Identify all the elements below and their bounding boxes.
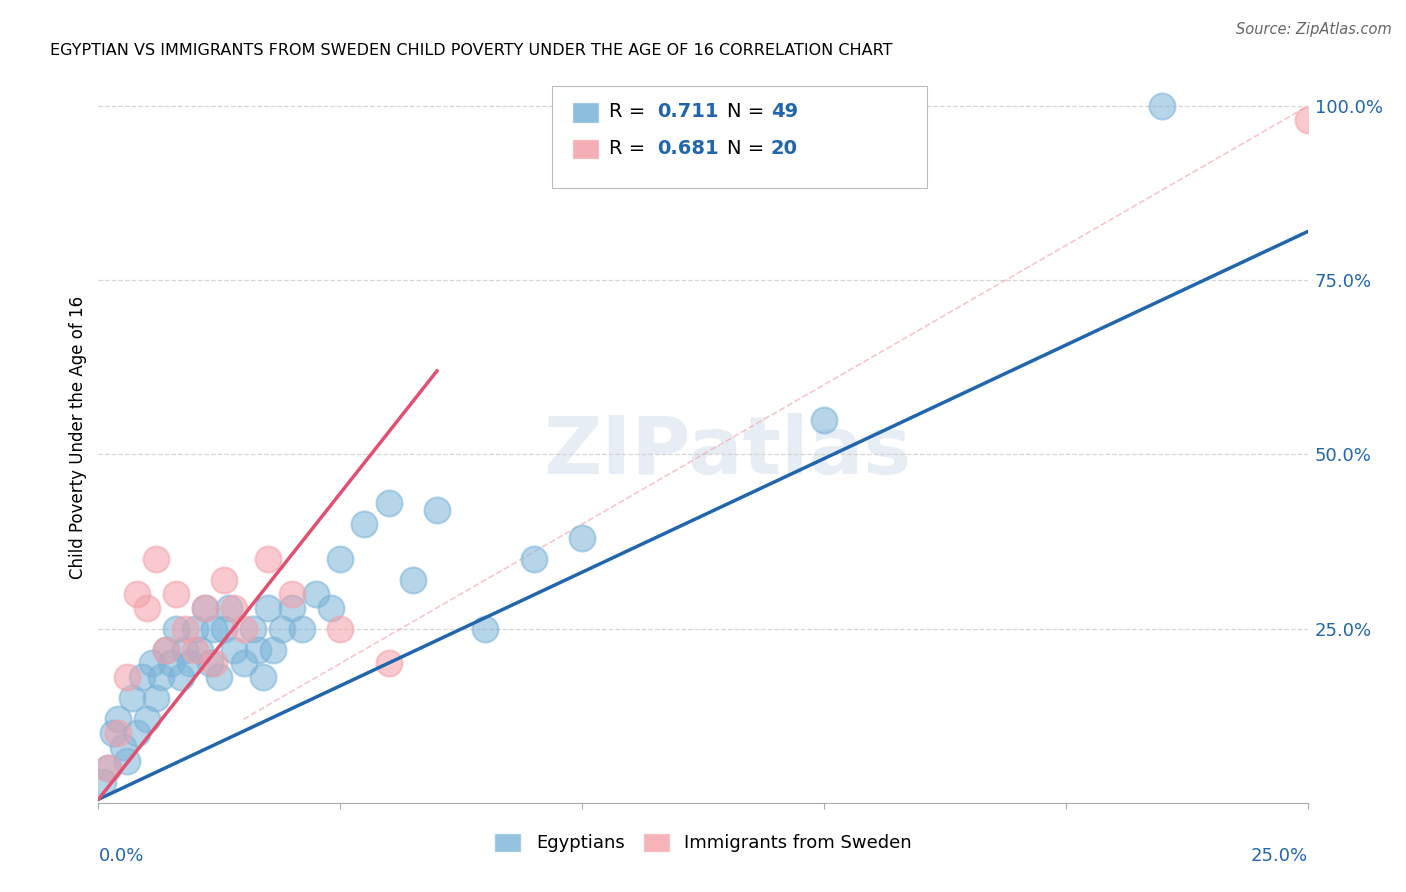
Point	[813, 412, 835, 426]
Point	[174, 622, 197, 636]
Text: Source: ZipAtlas.com: Source: ZipAtlas.com	[1236, 22, 1392, 37]
Point	[353, 517, 375, 532]
FancyBboxPatch shape	[572, 102, 599, 122]
Point	[290, 622, 312, 636]
Legend: Egyptians, Immigrants from Sweden: Egyptians, Immigrants from Sweden	[486, 826, 920, 860]
Point	[329, 552, 352, 566]
Point	[198, 657, 221, 671]
Point	[117, 670, 139, 684]
Point	[127, 587, 149, 601]
Point	[256, 600, 278, 615]
Text: EGYPTIAN VS IMMIGRANTS FROM SWEDEN CHILD POVERTY UNDER THE AGE OF 16 CORRELATION: EGYPTIAN VS IMMIGRANTS FROM SWEDEN CHILD…	[51, 43, 893, 58]
Text: R =: R =	[609, 102, 651, 121]
Point	[377, 657, 399, 671]
Point	[184, 622, 207, 636]
Point	[145, 552, 167, 566]
Point	[101, 726, 124, 740]
Point	[145, 691, 167, 706]
Point	[150, 670, 173, 684]
Point	[329, 622, 352, 636]
Point	[262, 642, 284, 657]
Point	[271, 622, 294, 636]
Point	[212, 622, 235, 636]
Point	[232, 622, 254, 636]
Point	[97, 761, 120, 775]
Point	[165, 587, 187, 601]
Text: N =: N =	[727, 138, 770, 158]
Point	[1296, 113, 1319, 128]
Text: N =: N =	[727, 102, 770, 121]
Point	[188, 642, 211, 657]
Point	[523, 552, 546, 566]
Point	[121, 691, 143, 706]
Point	[204, 657, 226, 671]
FancyBboxPatch shape	[572, 138, 599, 159]
Point	[179, 657, 201, 671]
Point	[127, 726, 149, 740]
Point	[155, 642, 177, 657]
Text: R =: R =	[609, 138, 651, 158]
Point	[165, 622, 187, 636]
Point	[402, 573, 425, 587]
Text: ZIPatlas: ZIPatlas	[543, 413, 911, 491]
Point	[232, 657, 254, 671]
FancyBboxPatch shape	[551, 86, 927, 188]
Point	[141, 657, 163, 671]
Point	[212, 573, 235, 587]
Point	[377, 496, 399, 510]
Text: 25.0%: 25.0%	[1250, 847, 1308, 864]
Text: 49: 49	[770, 102, 797, 121]
Point	[194, 600, 217, 615]
Point	[174, 642, 197, 657]
Point	[194, 600, 217, 615]
Point	[218, 600, 240, 615]
Point	[135, 712, 157, 726]
Point	[131, 670, 153, 684]
Point	[242, 622, 264, 636]
Point	[91, 775, 114, 789]
Point	[319, 600, 342, 615]
Point	[107, 726, 129, 740]
Text: 0.681: 0.681	[657, 138, 718, 158]
Point	[107, 712, 129, 726]
Point	[117, 754, 139, 768]
Text: 0.0%: 0.0%	[98, 847, 143, 864]
Point	[135, 600, 157, 615]
Point	[204, 622, 226, 636]
Point	[426, 503, 449, 517]
Point	[247, 642, 270, 657]
Point	[222, 600, 245, 615]
Point	[222, 642, 245, 657]
Point	[305, 587, 328, 601]
Point	[474, 622, 496, 636]
Text: 20: 20	[770, 138, 797, 158]
Point	[256, 552, 278, 566]
Point	[155, 642, 177, 657]
Point	[252, 670, 274, 684]
Point	[97, 761, 120, 775]
Point	[281, 587, 304, 601]
Point	[169, 670, 191, 684]
Point	[1152, 99, 1174, 113]
Text: 0.711: 0.711	[657, 102, 718, 121]
Y-axis label: Child Poverty Under the Age of 16: Child Poverty Under the Age of 16	[69, 295, 87, 579]
Point	[184, 642, 207, 657]
Point	[111, 740, 134, 755]
Point	[281, 600, 304, 615]
Point	[160, 657, 183, 671]
Point	[571, 531, 593, 545]
Point	[208, 670, 231, 684]
